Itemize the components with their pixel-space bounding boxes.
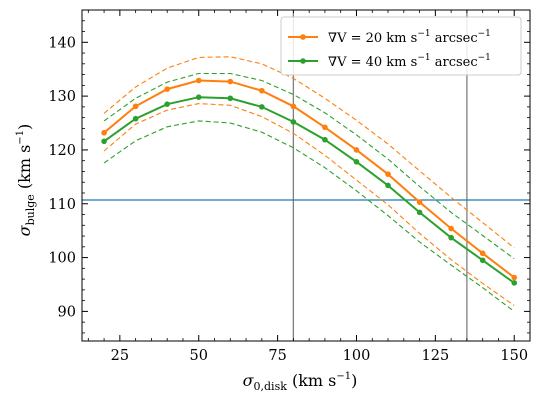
series-2-point <box>259 104 265 110</box>
series-1-point <box>479 250 486 257</box>
series-1-point <box>195 77 202 84</box>
series-2-point <box>479 257 486 264</box>
series-2-point <box>132 115 139 122</box>
x-tick-label: 100 <box>343 348 371 364</box>
series-2-point <box>195 94 202 100</box>
series-1-line <box>103 79 515 279</box>
legend-swatch-marker-2 <box>300 58 306 64</box>
series-2-point <box>164 101 170 107</box>
series-1-point <box>416 199 423 205</box>
legend-box <box>280 16 522 76</box>
series-1-point <box>322 124 328 131</box>
series-1-lower-bound <box>103 103 515 306</box>
series-2-point <box>448 234 454 241</box>
y-tick-label: 120 <box>48 143 76 159</box>
series-1-point <box>290 103 297 110</box>
series-2-point <box>416 209 423 216</box>
legend-swatch-marker-1 <box>300 34 306 40</box>
series-1-point <box>511 274 518 281</box>
y-axis-label: σbulge (km s−1) <box>15 124 37 237</box>
x-tick-label: 25 <box>111 348 129 364</box>
y-tick-label: 90 <box>58 304 76 320</box>
series-1-point <box>385 171 391 177</box>
x-axis-label: σ0,disk (km s−1) <box>243 371 358 393</box>
series-1 <box>101 56 518 306</box>
legend-label-1: ∇V = 20 km s−1 arcsec−1 <box>328 29 491 46</box>
y-tick-label: 110 <box>48 197 76 213</box>
plot-frame <box>81 9 531 342</box>
series-1-point <box>101 129 107 136</box>
series-2-upper-bound <box>103 72 515 260</box>
x-tick-label: 150 <box>500 348 528 364</box>
y-tick-label: 130 <box>48 89 76 105</box>
plot-inner <box>82 10 530 341</box>
x-tick-label: 125 <box>422 348 450 364</box>
series-2-point <box>101 138 107 145</box>
y-tick-label: 100 <box>48 251 76 267</box>
series-1-upper-bound <box>103 56 515 249</box>
y-tick-label: 140 <box>48 35 76 51</box>
legend: ∇V = 20 km s−1 arcsec−1 ∇V = 40 km s−1 ar… <box>280 16 522 76</box>
series-2-point <box>227 95 234 102</box>
series-1-point <box>227 78 234 85</box>
series-1-point <box>259 87 265 94</box>
x-tick-label: 75 <box>268 348 286 364</box>
series-2-line <box>103 96 515 284</box>
series-1-point <box>353 147 360 153</box>
series-2-point <box>385 182 391 189</box>
series-2-point <box>353 158 360 165</box>
series-1-point <box>132 103 139 110</box>
axis-ticks: 25 50 75 100 125 150 90 100 110 120 130 140 <box>48 9 531 364</box>
plot-area <box>81 9 531 342</box>
series-2-point <box>322 136 328 143</box>
x-tick-label: 50 <box>190 348 208 364</box>
series-2-point <box>290 119 297 125</box>
series-2-lower-bound <box>103 120 515 312</box>
series-1-point <box>448 225 454 232</box>
series-2 <box>101 72 518 312</box>
legend-label-2: ∇V = 40 km s−1 arcsec−1 <box>328 53 491 70</box>
series-2-point <box>511 280 518 286</box>
series-1-point <box>164 86 170 92</box>
